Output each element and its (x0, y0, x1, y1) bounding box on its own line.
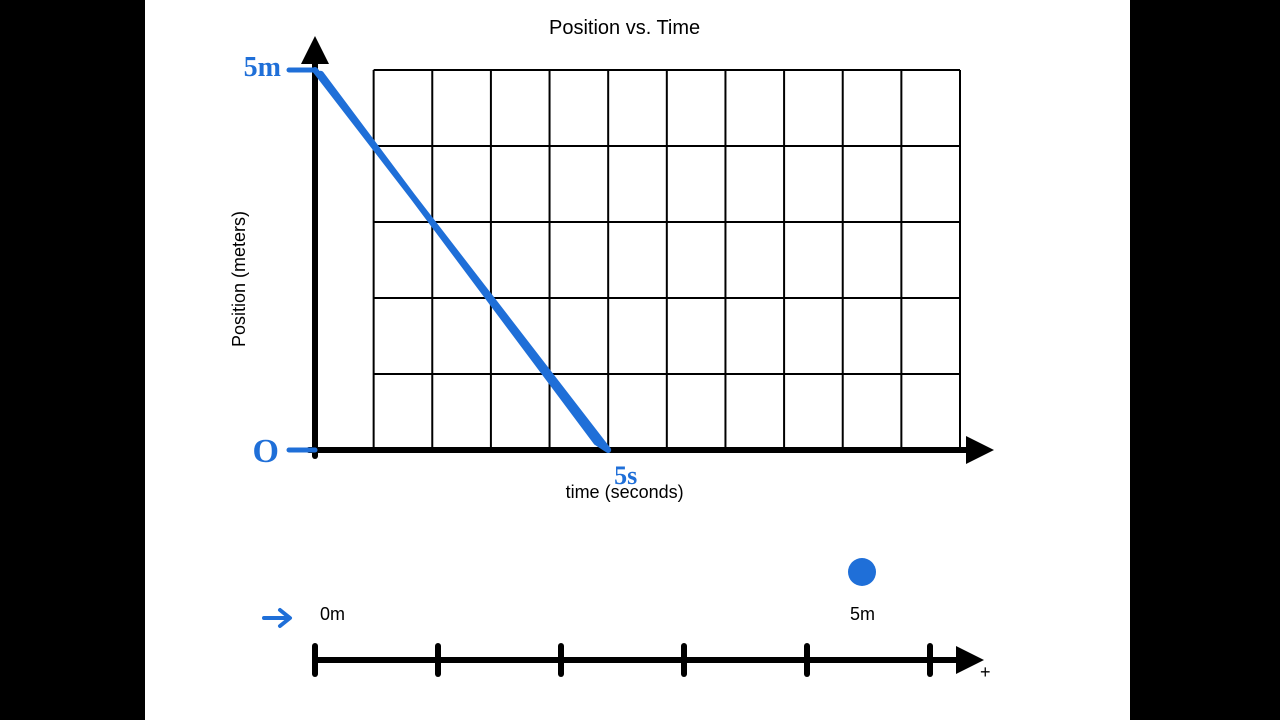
y-axis-label: Position (meters) (229, 211, 249, 347)
x5-annotation: 5s (614, 461, 637, 490)
number-line-plus: + (980, 662, 991, 682)
number-line-label-0m: 0m (320, 604, 345, 624)
x-axis-arrow-icon (966, 436, 994, 464)
chart-title: Position vs. Time (549, 17, 700, 39)
stage: Position vs. Timetime (seconds)Position … (0, 0, 1280, 720)
ball-marker-icon (848, 558, 876, 586)
direction-arrow-icon (264, 610, 290, 626)
paper-sheet: Position vs. Timetime (seconds)Position … (145, 0, 1130, 720)
data-series-line (315, 70, 608, 450)
figure-svg: Position vs. Timetime (seconds)Position … (145, 0, 1130, 720)
y0-annotation: O (253, 433, 279, 470)
number-line-label-5m: 5m (850, 604, 875, 624)
y5-annotation: 5m (244, 52, 281, 83)
y-axis-arrow-icon (301, 36, 329, 64)
